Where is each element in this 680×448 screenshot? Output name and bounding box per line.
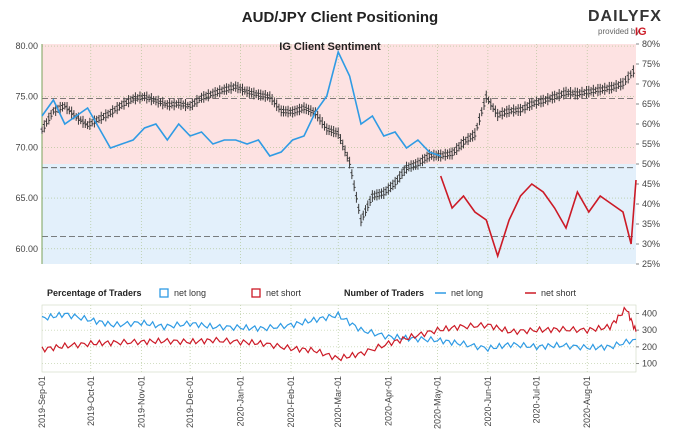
date-tick-label: 2019-Oct-01 <box>86 376 96 426</box>
percent-tick-label: 65% <box>642 99 660 109</box>
date-tick-label: 2019-Nov-01 <box>136 376 146 428</box>
legend-net-short-label: net short <box>266 288 302 298</box>
percent-tick-label: 55% <box>642 139 660 149</box>
percent-tick-label: 80% <box>642 39 660 49</box>
date-tick-label: 2020-Jan-01 <box>236 376 246 427</box>
date-tick-label: 2020-Jun-01 <box>483 376 493 427</box>
sentiment-panel: 60.00 65.00 70.00 75.00 80.00 25% 30% 35% 40% 45… <box>15 39 660 269</box>
percent-tick-label: 60% <box>642 119 660 129</box>
count-tick-label: 400 <box>642 308 657 318</box>
legend-number-net-long-label: net long <box>451 288 483 298</box>
date-axis: 2019-Sep-01 2019-Oct-01 2019-Nov-01 2019-De… <box>37 376 592 429</box>
sentiment-grid <box>42 44 636 264</box>
price-tick-label: 65.00 <box>15 193 38 203</box>
date-tick-label: 2020-Jul-01 <box>532 376 542 424</box>
price-tick-label: 70.00 <box>15 142 38 152</box>
percent-tick-label: 25% <box>642 259 660 269</box>
legend-number-title: Number of Traders <box>344 288 424 298</box>
price-series <box>40 65 635 227</box>
date-tick-label: 2019-Sep-01 <box>37 376 47 428</box>
legend-net-short-swatch <box>251 288 261 298</box>
brand-name: DAILYFX <box>588 8 662 25</box>
count-tick-label: 200 <box>642 342 657 352</box>
date-tick-label: 2020-Aug-01 <box>582 376 592 428</box>
number-net-short-line <box>41 306 637 362</box>
reference-lines <box>42 98 636 238</box>
percent-axis: 25% 30% 35% 40% 45% 50% 55% 60% 65% 70% 75% 80% <box>636 39 660 269</box>
date-tick-label: 2020-May-01 <box>433 376 443 429</box>
sentiment-chart-title: IG Client Sentiment <box>279 41 381 53</box>
count-tick-label: 100 <box>642 359 657 369</box>
legend-number-net-short-label: net short <box>541 288 577 298</box>
net-long-line <box>41 49 441 157</box>
percent-tick-label: 30% <box>642 239 660 249</box>
price-tick-label: 80.00 <box>15 41 38 51</box>
count-tick-label: 300 <box>642 325 657 335</box>
price-tick-label: 75.00 <box>15 92 38 102</box>
legend: Percentage of Traders net long net short… <box>47 288 577 298</box>
net-short-line <box>439 175 637 259</box>
date-tick-label: 2020-Apr-01 <box>384 376 394 426</box>
traders-frame <box>41 304 637 373</box>
percent-tick-label: 70% <box>642 79 660 89</box>
legend-net-long-swatch <box>159 288 169 298</box>
date-tick-label: 2020-Feb-01 <box>286 376 296 428</box>
brand-tagline: provided by <box>598 27 639 36</box>
sentiment-series <box>41 49 637 259</box>
price-tick-label: 60.00 <box>15 244 38 254</box>
date-tick-label: 2019-Dec-01 <box>185 376 195 428</box>
traders-axis: 100 200 300 400 <box>636 308 657 369</box>
percent-tick-label: 35% <box>642 219 660 229</box>
date-tick-label: 2020-Mar-01 <box>333 376 343 428</box>
price-axis: 60.00 65.00 70.00 75.00 80.00 <box>15 41 38 254</box>
traders-series <box>41 306 637 362</box>
number-net-long-line <box>41 310 637 353</box>
net-long-zone <box>42 164 636 264</box>
chart-title: AUD/JPY Client Positioning <box>242 9 438 26</box>
percent-tick-label: 75% <box>642 59 660 69</box>
brand-logo: DAILYFX provided by IG <box>588 8 662 38</box>
legend-percentage-title: Percentage of Traders <box>47 288 142 298</box>
percent-tick-label: 45% <box>642 179 660 189</box>
percent-tick-label: 50% <box>642 159 660 169</box>
percent-tick-label: 40% <box>642 199 660 209</box>
brand-partner: IG <box>635 26 647 38</box>
legend-net-long-label: net long <box>174 288 206 298</box>
